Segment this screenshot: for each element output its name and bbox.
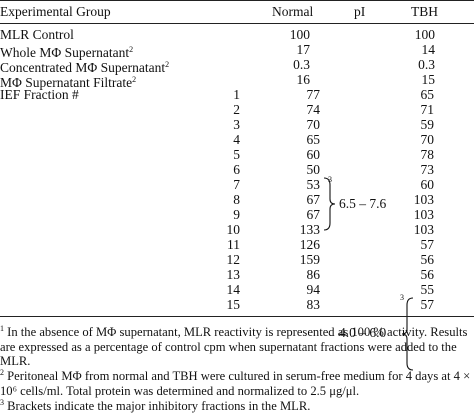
footnote: 2 Peritoneal MΦ from normal and TBH were…: [0, 366, 474, 398]
fraction-number: 13: [226, 267, 241, 282]
fraction-tbh-value: 78: [420, 147, 435, 162]
bottom-rule: [0, 316, 474, 317]
fraction-number: 8: [233, 192, 240, 207]
row-label: MΦ Supernatant Filtrate2: [0, 75, 137, 90]
fraction-tbh-value: 103: [413, 192, 434, 207]
tbh-group-pi-range: 4.0 – 6.0: [339, 325, 387, 340]
normal-group-pi-range: 6.5 – 7.6: [339, 196, 387, 211]
fraction-tbh-value: 73: [420, 162, 435, 177]
row-label: Concentrated MΦ Supernatant2: [0, 60, 170, 75]
footnote-mark: 2: [0, 368, 4, 377]
fraction-normal-value: 159: [299, 252, 320, 267]
footnote-mark: 3: [0, 398, 4, 407]
row-normal-value: 0.3: [293, 57, 310, 72]
tbh-inhibitory-bracket-icon: [401, 297, 414, 371]
fraction-normal-value: 50: [306, 162, 321, 177]
fraction-tbh-value: 56: [420, 252, 435, 267]
fraction-number: 14: [226, 282, 241, 297]
fraction-normal-value: 77: [306, 87, 321, 102]
row-label: Whole MΦ Supernatant2: [0, 45, 134, 60]
fraction-number: 11: [227, 237, 240, 252]
footnote-mark: 1: [0, 324, 4, 333]
row-normal-value: 17: [296, 42, 311, 57]
header-normal: Normal: [272, 4, 314, 19]
fraction-tbh-value: 70: [420, 132, 435, 147]
fraction-number: 7: [233, 177, 240, 192]
row-normal-value: 16: [296, 72, 311, 87]
fraction-tbh-value: 57: [420, 297, 435, 312]
fraction-number: 5: [233, 147, 240, 162]
row-label: MLR Control: [0, 27, 74, 42]
header-rule: [0, 23, 474, 24]
footnote-text: Brackets indicate the major inhibitory f…: [7, 399, 311, 413]
fraction-number: 6: [233, 162, 240, 177]
header-experimental-group: Experimental Group: [0, 4, 111, 19]
row-label-footnote-mark: 2: [165, 60, 170, 69]
fraction-normal-value: 60: [306, 147, 321, 162]
fraction-normal-value: 70: [306, 117, 321, 132]
fraction-normal-value: 67: [306, 192, 321, 207]
fraction-tbh-value: 103: [413, 222, 434, 237]
row-normal-value: 100: [289, 27, 310, 42]
fraction-tbh-value: 71: [420, 102, 435, 117]
fraction-normal-value: 86: [306, 267, 321, 282]
header-pi: pI: [354, 4, 366, 19]
fraction-normal-value: 83: [306, 297, 321, 312]
fraction-tbh-value: 65: [420, 87, 435, 102]
fraction-number: 10: [226, 222, 241, 237]
row-label: IEF Fraction #: [0, 87, 79, 102]
fraction-number: 12: [226, 252, 241, 267]
fraction-number: 4: [233, 132, 240, 147]
fraction-tbh-value: 56: [420, 267, 435, 282]
top-rule: [0, 0, 474, 1]
row-tbh-value: 14: [421, 42, 436, 57]
footnote-text: In the absence of MΦ supernatant, MLR re…: [0, 325, 468, 369]
fraction-number: 3: [233, 117, 240, 132]
fraction-tbh-value: 57: [420, 237, 435, 252]
header-tbh: TBH: [411, 4, 438, 19]
fraction-number: 9: [233, 207, 240, 222]
fraction-normal-value: 126: [299, 237, 320, 252]
row-label-footnote-mark: 2: [129, 45, 134, 54]
fraction-number: 2: [233, 102, 240, 117]
fraction-number: 15: [226, 297, 241, 312]
tbh-bracket-footnote-mark: 3: [400, 293, 404, 302]
normal-bracket-footnote-mark: 3: [328, 175, 332, 184]
fraction-normal-value: 53: [306, 177, 321, 192]
fraction-normal-value: 94: [306, 282, 321, 297]
footnote: 3 Brackets indicate the major inhibitory…: [0, 396, 474, 414]
fraction-normal-value: 67: [306, 207, 321, 222]
fraction-tbh-value: 59: [420, 117, 435, 132]
fraction-number: 1: [233, 87, 240, 102]
footnote: 1 In the absence of MΦ supernatant, MLR …: [0, 322, 474, 369]
fraction-tbh-value: 60: [420, 177, 435, 192]
footnote-text: Peritoneal MΦ from normal and TBH were c…: [0, 369, 471, 398]
fraction-tbh-value: 103: [413, 207, 434, 222]
row-tbh-value: 0.3: [418, 57, 435, 72]
row-label-footnote-mark: 2: [132, 75, 137, 84]
normal-inhibitory-bracket-icon: [323, 177, 336, 231]
fraction-tbh-value: 55: [420, 282, 435, 297]
fraction-normal-value: 74: [306, 102, 321, 117]
row-tbh-value: 15: [421, 72, 436, 87]
fraction-normal-value: 133: [299, 222, 320, 237]
fraction-normal-value: 65: [306, 132, 321, 147]
row-tbh-value: 100: [414, 27, 435, 42]
